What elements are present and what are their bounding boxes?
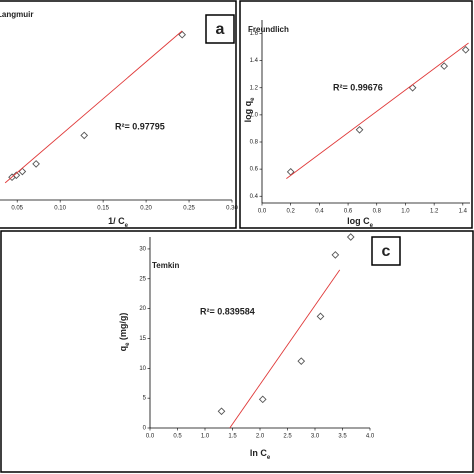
x-axis-label: ln Ce — [250, 448, 271, 460]
x-tick-label: 4.0 — [366, 434, 375, 440]
data-point — [217, 407, 226, 416]
x-tick-label: 2.5 — [283, 434, 292, 440]
data-point — [18, 167, 27, 176]
x-tick-label: 0.25 — [183, 206, 195, 212]
y-tick-label: 1.4 — [250, 58, 259, 64]
panel-title: Langmuir — [0, 10, 33, 19]
x-tick-label: 1.0 — [401, 209, 410, 215]
y-tick-label: 15 — [139, 336, 146, 342]
y-tick-label: 1.0 — [250, 112, 259, 118]
y-axis-label: log qe — [243, 97, 255, 123]
x-tick-label: 3.0 — [311, 434, 320, 440]
y-tick-label: 5 — [143, 396, 147, 402]
data-point — [32, 160, 40, 168]
panel-title: Freundlich — [248, 25, 289, 34]
fit-line — [229, 269, 341, 429]
x-axis-label-sub: e — [370, 223, 374, 229]
data-point — [331, 251, 340, 259]
r-squared: R²= 0.839584 — [200, 306, 255, 316]
y-tick-label: 1.6 — [250, 31, 259, 37]
x-tick-label: 0.2 — [287, 209, 296, 215]
y-axis-label-sub: e — [125, 342, 131, 346]
x-axis-label: 1/ Ce — [108, 216, 129, 228]
y-axis-label: qe (mg/g) — [118, 313, 130, 352]
data-point — [12, 171, 21, 180]
y-tick-label: 0 — [143, 426, 147, 432]
x-tick-label: 0.10 — [54, 206, 66, 212]
x-axis-label: log Ce — [347, 216, 374, 228]
data-point — [355, 125, 364, 134]
panel-label-box — [205, 14, 235, 44]
x-axis-label-main: 1/ C — [108, 216, 125, 226]
x-axis-label-sub: e — [267, 455, 271, 461]
data-point — [461, 45, 470, 54]
x-tick-label: 0.15 — [97, 206, 109, 212]
x-tick-label: 0.20 — [140, 206, 152, 212]
x-tick-label: 0.05 — [11, 206, 23, 212]
data-point — [346, 233, 355, 241]
x-axis-label-sub: e — [125, 223, 129, 229]
x-tick-label: 0.4 — [315, 209, 324, 215]
x-tick-label: 1.5 — [228, 434, 237, 440]
x-tick-label: 1.0 — [201, 434, 210, 440]
y-axis-label-sub: e — [250, 97, 256, 101]
x-tick-label: 2.0 — [256, 434, 265, 440]
panel-label-box — [371, 236, 401, 266]
data-point — [178, 30, 186, 39]
fit-line — [4, 30, 183, 184]
x-axis-label-main: ln C — [250, 448, 267, 458]
panel-label: c — [382, 243, 391, 260]
y-tick-label: 0.4 — [250, 194, 259, 200]
y-axis-label-unit: (mg/g) — [118, 313, 128, 343]
data-point — [316, 312, 325, 321]
data-point — [440, 62, 449, 70]
y-tick-label: 25 — [139, 276, 146, 282]
panel-border — [0, 230, 474, 473]
x-tick-label: 0.0 — [146, 434, 155, 440]
y-tick-label: 10 — [139, 366, 146, 372]
x-tick-label: 0.6 — [344, 209, 353, 215]
panel-title: Temkin — [152, 261, 180, 270]
x-tick-label: 1.2 — [430, 209, 439, 215]
y-tick-label: 20 — [139, 306, 146, 312]
data-point — [297, 357, 306, 365]
y-tick-label: 0.8 — [250, 140, 259, 146]
r-squared: R²= 0.97795 — [115, 121, 165, 131]
x-axis-label-main: log C — [347, 216, 370, 226]
data-point — [80, 131, 89, 140]
panel-label: a — [216, 21, 225, 38]
x-tick-label: 0.5 — [173, 434, 182, 440]
panel-border — [0, 0, 237, 229]
x-tick-label: 3.5 — [338, 434, 347, 440]
y-tick-label: 30 — [139, 247, 146, 253]
fit-line — [286, 42, 469, 179]
data-point — [408, 83, 417, 92]
y-tick-label: 1.2 — [250, 85, 259, 91]
data-point — [258, 395, 267, 404]
x-tick-label: 0.30 — [226, 206, 238, 212]
x-tick-label: 1.4 — [459, 209, 468, 215]
x-tick-label: 0.0 — [258, 209, 267, 215]
y-axis-label-main: q — [118, 346, 128, 352]
x-tick-label: 0.8 — [373, 209, 382, 215]
r-squared: R²= 0.99676 — [333, 82, 383, 92]
panel-border — [239, 0, 473, 229]
y-tick-label: 0.6 — [250, 167, 259, 173]
y-axis-label-main: log q — [243, 101, 253, 123]
